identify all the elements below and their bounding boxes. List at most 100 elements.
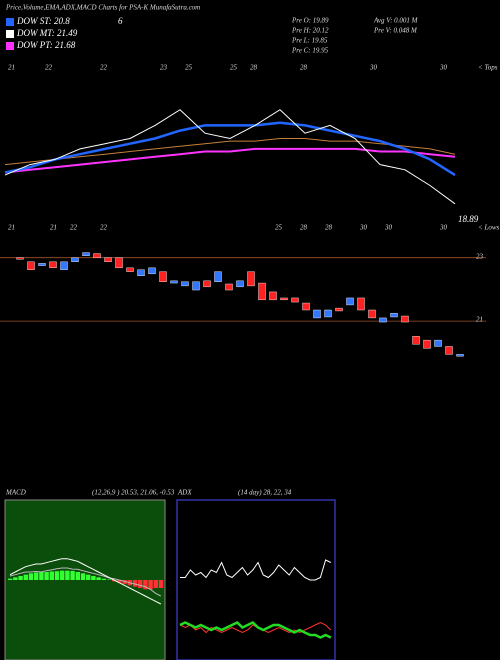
candle (214, 271, 222, 282)
candle (93, 253, 101, 258)
date-label: 25 (230, 64, 238, 72)
candle (203, 280, 211, 288)
candle (115, 257, 123, 269)
note: < Tops (478, 64, 498, 72)
candle (302, 302, 310, 311)
date-label: 25 (185, 64, 193, 72)
candle (170, 280, 178, 284)
histogram-bar (60, 570, 65, 580)
candle (390, 312, 398, 318)
histogram-bar (143, 580, 148, 590)
price-line (4, 121, 456, 177)
date-label: 22 (100, 64, 108, 72)
candle (412, 336, 420, 345)
macd-line (9, 558, 162, 605)
candle (258, 282, 266, 301)
last-price: 18.89 (458, 214, 479, 224)
date-label: 30 (439, 224, 448, 232)
candle (38, 263, 46, 266)
title: Price,Volume,EMA,ADX,MACD Charts for PSA… (5, 4, 200, 12)
histogram-bar (49, 571, 54, 580)
histogram-bar (132, 580, 138, 587)
candle (181, 281, 189, 287)
histogram-bar (75, 572, 80, 580)
date-label: 25 (275, 224, 283, 232)
legend: DOW MT: 21.49 (16, 28, 78, 38)
candle (346, 297, 354, 306)
candle (192, 281, 200, 291)
y-tick-label: 23 (476, 252, 484, 260)
adx-line (179, 620, 332, 639)
date-label: 22 (100, 224, 108, 232)
price-line (4, 147, 456, 174)
histogram-bar (70, 570, 75, 580)
date-label: 30 (359, 224, 368, 232)
note: < Lows (478, 224, 500, 232)
histogram-bar (91, 576, 96, 580)
stat: Pre L: 19.85 (291, 37, 328, 45)
stat: Pre O: 19.89 (291, 17, 329, 25)
candle (335, 307, 343, 312)
histogram-bar (138, 580, 143, 588)
date-label: 21 (50, 224, 57, 232)
candle (71, 257, 79, 263)
histogram-bar (18, 576, 23, 580)
date-label: 22 (45, 64, 53, 72)
histogram-bar (80, 573, 86, 580)
legend: DOW ST: 20.8 (16, 16, 70, 26)
histogram-bar (28, 573, 34, 580)
stat: Pre H: 20.12 (291, 27, 329, 35)
price-line (4, 138, 456, 166)
candle (148, 267, 156, 275)
histogram-bar (13, 577, 18, 580)
candle (27, 261, 35, 270)
panel-params: (14 day) 28, 22, 34 (238, 489, 292, 497)
y-tick-label: 21 (476, 316, 483, 324)
candle (104, 257, 112, 263)
date-label: 23 (160, 64, 168, 72)
signal-line (9, 567, 162, 597)
candle (368, 309, 376, 319)
price-line (4, 109, 456, 205)
candle (401, 315, 409, 323)
histogram-bar (23, 574, 28, 580)
candle (236, 280, 244, 288)
histogram-bar (117, 580, 122, 583)
date-label: 28 (300, 224, 308, 232)
candle (379, 317, 387, 323)
date-label: 30 (369, 64, 378, 72)
histogram-bar (44, 572, 49, 580)
histogram-bar (86, 574, 91, 580)
date-label: 21 (8, 224, 15, 232)
histogram-bar (122, 580, 127, 584)
candle (60, 261, 68, 270)
candle (423, 339, 431, 349)
stat: Avg V: 0.001 M (373, 17, 419, 25)
histogram-bar (34, 572, 39, 580)
candle (137, 269, 145, 276)
date-label: 30 (439, 64, 448, 72)
panel-params: (12,26,9 ) 20.53, 21.06, -0.53 (92, 489, 175, 497)
candle (225, 283, 233, 291)
histogram-bar (158, 580, 164, 588)
histogram-bar (8, 578, 13, 580)
histogram-bar (39, 572, 44, 580)
histogram-bar (96, 577, 101, 580)
histogram-bar (106, 579, 112, 580)
date-label: 21 (8, 64, 15, 72)
date-label: 28 (300, 64, 308, 72)
panel-title: MACD (5, 489, 26, 497)
adx-line (180, 559, 332, 581)
candle (324, 309, 332, 318)
label: 6 (118, 16, 123, 26)
date-label: 30 (384, 224, 393, 232)
candle (445, 346, 453, 355)
candle (357, 297, 365, 311)
candle (313, 309, 321, 319)
histogram-bar (153, 580, 158, 588)
stat: Pre V: 0.048 M (373, 27, 418, 35)
candle (82, 252, 90, 256)
candle (291, 297, 299, 303)
